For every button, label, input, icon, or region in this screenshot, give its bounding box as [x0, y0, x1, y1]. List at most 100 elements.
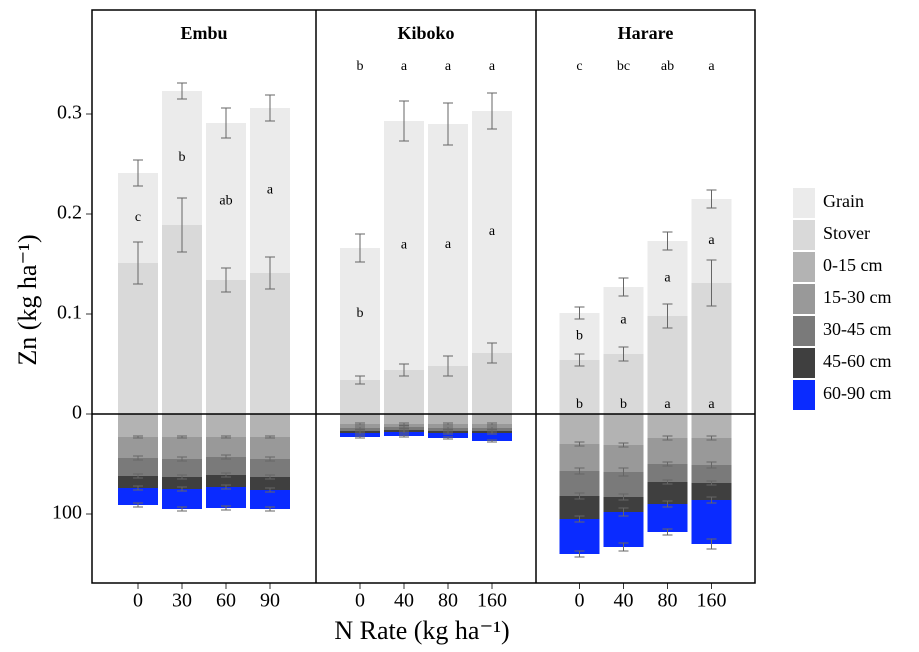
- error-bar: [177, 197, 187, 253]
- letter-grain: a: [267, 183, 274, 198]
- error-bar: [177, 82, 187, 100]
- legend-label: 60-90 cm: [823, 383, 891, 403]
- bar-segment: [118, 437, 158, 458]
- letter-total: a: [401, 59, 408, 74]
- error-bar: [221, 267, 231, 293]
- x-tick-label: 0: [133, 590, 143, 612]
- bar-segment: [250, 414, 290, 437]
- error-bar: [399, 434, 409, 438]
- x-tick-label: 90: [260, 590, 280, 612]
- error-bar: [574, 306, 585, 320]
- bar-segment: [472, 414, 512, 424]
- error-bar: [574, 441, 585, 447]
- error-bar: [221, 505, 231, 511]
- bar-segment: [206, 123, 246, 280]
- x-tick-label: 160: [477, 590, 507, 612]
- error-bar: [355, 375, 365, 385]
- x-tick-label: 80: [438, 590, 458, 612]
- error-bar: [706, 538, 717, 550]
- error-bar: [487, 92, 497, 130]
- error-bar: [574, 353, 585, 367]
- error-bar: [487, 422, 497, 426]
- bar-segment: [428, 124, 468, 366]
- bar-segment: [691, 438, 732, 465]
- error-bar: [487, 431, 497, 435]
- bar-segment: [559, 313, 600, 360]
- error-bar: [662, 435, 673, 441]
- error-bar: [355, 233, 365, 263]
- bar-segment: [559, 471, 600, 496]
- letter-total: bc: [617, 59, 630, 74]
- y-tick-label: 100: [52, 502, 82, 524]
- error-bar: [133, 159, 143, 187]
- error-bar: [133, 473, 143, 479]
- letter-total: a: [708, 59, 715, 74]
- bar-segment: [691, 465, 732, 483]
- error-bar: [133, 485, 143, 491]
- error-bar: [706, 496, 717, 504]
- letter-grain: a: [401, 238, 408, 253]
- error-bar: [177, 456, 187, 462]
- bar-segment: [647, 414, 688, 438]
- error-bar: [265, 506, 275, 512]
- error-bar: [399, 425, 409, 429]
- error-bar: [574, 515, 585, 523]
- error-bar: [618, 542, 629, 552]
- bar-segment: [118, 458, 158, 476]
- bar-segment: [428, 414, 468, 424]
- legend-key: [793, 380, 815, 410]
- bar-segment: [162, 459, 202, 477]
- legend-label: Stover: [823, 223, 870, 243]
- bar-segment: [559, 444, 600, 471]
- plot-frame: [91, 9, 756, 584]
- error-bar: [399, 422, 409, 426]
- letter-stover: b: [620, 397, 627, 412]
- letter-grain: ab: [219, 194, 232, 209]
- error-bar: [221, 472, 231, 478]
- legend-key: [793, 188, 815, 218]
- letter-grain: c: [135, 210, 141, 225]
- legend-label: 0-15 cm: [823, 255, 882, 275]
- error-bar: [662, 461, 673, 467]
- letter-grain: b: [357, 306, 364, 321]
- bar-segment: [250, 108, 290, 273]
- bar-segment: [647, 482, 688, 504]
- error-bar: [662, 231, 673, 251]
- error-bar: [443, 355, 453, 377]
- bar-segment: [472, 111, 512, 353]
- error-bar: [487, 439, 497, 443]
- bar-segment: [250, 437, 290, 459]
- bar-segment: [603, 497, 644, 512]
- error-bar: [355, 431, 365, 435]
- legend-key: [793, 220, 815, 250]
- y-tick-label: 0.2: [57, 202, 82, 224]
- error-bar: [221, 435, 231, 439]
- letter-total: c: [576, 59, 582, 74]
- bar-segment: [603, 287, 644, 354]
- x-tick-label: 40: [614, 590, 634, 612]
- letter-stover: a: [664, 397, 671, 412]
- error-bar: [443, 422, 453, 426]
- error-bar: [706, 435, 717, 441]
- y-tick-label: 0.3: [57, 102, 82, 124]
- bar-segment: [559, 519, 600, 554]
- bar-segment: [340, 433, 380, 437]
- legend-label: 15-30 cm: [823, 287, 891, 307]
- error-bar: [706, 461, 717, 469]
- bar-segment: [162, 225, 202, 414]
- bar-segment: [162, 414, 202, 437]
- bar-segment: [691, 500, 732, 544]
- bar-segment: [340, 424, 380, 428]
- letter-grain: b: [576, 329, 583, 344]
- error-bar: [265, 474, 275, 480]
- bar-segment: [206, 437, 246, 457]
- error-bar: [574, 550, 585, 558]
- error-bar: [706, 189, 717, 209]
- error-bar: [618, 507, 629, 517]
- bar-segment: [250, 477, 290, 490]
- bar-segment: [206, 487, 246, 508]
- letter-stover: b: [576, 397, 583, 412]
- bar-segment: [340, 248, 380, 380]
- error-bar: [487, 426, 497, 430]
